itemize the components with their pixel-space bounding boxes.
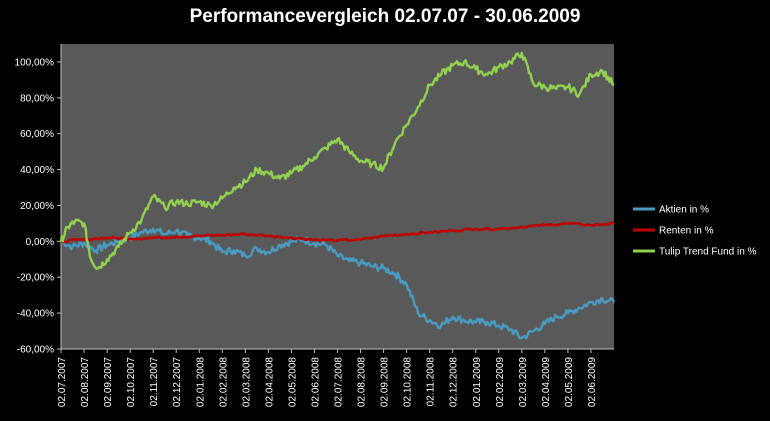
x-tick-label: 02.05.2008 [287, 357, 298, 407]
x-tick-label: 02.07.2007 [57, 357, 68, 407]
x-tick-label: 02.05.2009 [564, 357, 575, 407]
x-tick-label: 02.02.2008 [218, 357, 229, 407]
x-tick-label: 02.09.2008 [380, 357, 391, 407]
x-tick-label: 02.06.2009 [587, 357, 598, 407]
x-tick-label: 02.11.2007 [149, 357, 160, 407]
x-tick-label: 02.10.2008 [403, 357, 414, 407]
legend-label: Tulip Trend Fund in % [659, 247, 757, 258]
x-tick-label: 02.04.2008 [264, 357, 275, 407]
x-tick-label: 02.11.2008 [426, 357, 437, 407]
x-tick-label: 02.12.2007 [172, 357, 183, 407]
legend-label: Aktien in % [659, 205, 709, 216]
y-tick-label: 0,00% [26, 237, 54, 248]
x-tick-label: 02.08.2008 [357, 357, 368, 407]
x-axis: 02.07.2007 02.08.2007 02.09.2007 02.10.2007… [57, 349, 614, 407]
x-tick-label: 02.03.2009 [518, 357, 529, 407]
x-tick-label: 02.07.2008 [334, 357, 345, 407]
y-tick-label: 20,00% [20, 201, 54, 212]
y-tick-label: 40,00% [20, 165, 54, 176]
plot-area [61, 44, 614, 349]
y-tick-label: 60,00% [20, 129, 54, 140]
x-tick-label: 02.01.2009 [472, 357, 483, 407]
x-tick-label: 02.06.2008 [310, 357, 321, 407]
x-tick-label: 02.01.2008 [195, 357, 206, 407]
y-tick-label: -20,00% [17, 273, 54, 284]
x-tick-label: 02.03.2008 [241, 357, 252, 407]
x-tick-label: 02.04.2009 [541, 357, 552, 407]
x-tick-label: 02.09.2007 [103, 357, 114, 407]
x-tick-label: 02.08.2007 [80, 357, 91, 407]
y-tick-label: 100,00% [15, 57, 55, 68]
y-tick-label: -40,00% [17, 309, 54, 320]
x-tick-label: 02.12.2008 [449, 357, 460, 407]
y-tick-label: 80,00% [20, 93, 54, 104]
y-tick-label: -60,00% [17, 345, 54, 356]
x-tick-label: 02.10.2007 [126, 357, 137, 407]
legend: Aktien in % Renten in % Tulip Trend Fund i… [633, 205, 757, 258]
y-axis: -60,00% -40,00% -20,00% 0,00% 20,00% 40,00% 60… [15, 44, 61, 356]
legend-label: Renten in % [659, 226, 714, 237]
x-tick-label: 02.02.2009 [495, 357, 506, 407]
